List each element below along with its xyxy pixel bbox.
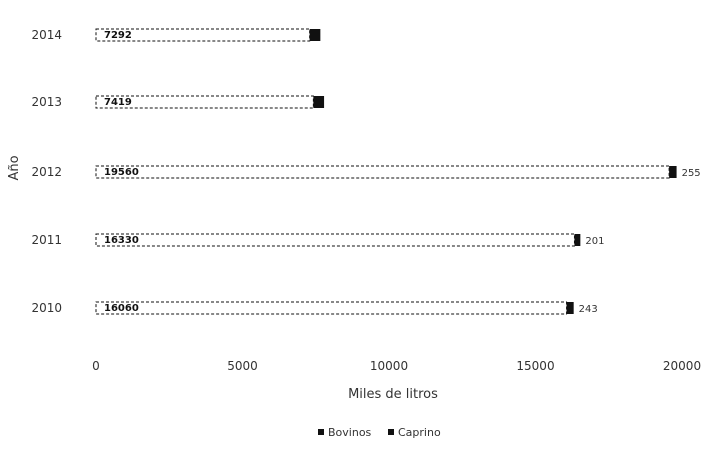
y-tick-label-2013: 2013 [31, 95, 62, 109]
bar-value-label-2011: 16330 [104, 235, 139, 246]
bar-bovinos-2010 [95, 301, 568, 315]
bar-bovinos-2011 [95, 233, 575, 247]
labels-layer: 16060 243 16330 201 19560 255 7419 7292 [104, 30, 701, 315]
y-axis-ticks: 2010 2011 2012 2013 2014 [31, 28, 62, 315]
legend-label-caprino: Caprino [398, 426, 441, 439]
y-axis-title: Año [7, 155, 22, 180]
bar-bovinos-2013 [95, 95, 314, 109]
y-tick-label-2014: 2014 [31, 28, 62, 42]
x-tick-label-20000: 20000 [663, 359, 701, 373]
bar-caprino-2011 [574, 234, 581, 246]
bar-value-label-2010: 16060 [104, 303, 139, 314]
bars-layer [95, 28, 677, 315]
y-tick-label-2010: 2010 [31, 301, 62, 315]
bar-caprino-2014 [309, 29, 321, 41]
x-axis-title: Miles de litros [348, 387, 438, 402]
legend-label-bovinos: Bovinos [328, 426, 372, 439]
y-tick-label-2011: 2011 [31, 233, 62, 247]
end-value-label-2010: 243 [579, 304, 598, 315]
bar-bovinos-2014 [95, 28, 311, 42]
bar-value-label-2013: 7419 [104, 97, 132, 108]
x-tick-label-10000: 10000 [370, 359, 408, 373]
bar-value-label-2014: 7292 [104, 30, 132, 41]
end-value-label-2012: 255 [682, 168, 701, 179]
bar-bovinos-2012 [95, 165, 670, 179]
x-tick-label-15000: 15000 [516, 359, 554, 373]
bar-caprino-2010 [566, 302, 574, 314]
legend-swatch-caprino [388, 429, 394, 435]
bar-value-label-2012: 19560 [104, 167, 139, 178]
end-value-label-2011: 201 [585, 236, 604, 247]
bar-caprino-2013 [313, 96, 325, 108]
legend: Bovinos Caprino [318, 426, 441, 439]
bar-caprino-2012 [669, 166, 677, 178]
legend-swatch-bovinos [318, 429, 324, 435]
x-tick-label-5000: 5000 [227, 359, 258, 373]
y-tick-label-2012: 2012 [31, 165, 62, 179]
x-axis-ticks: 0 5000 10000 15000 20000 [92, 359, 701, 373]
x-tick-label-0: 0 [92, 359, 100, 373]
